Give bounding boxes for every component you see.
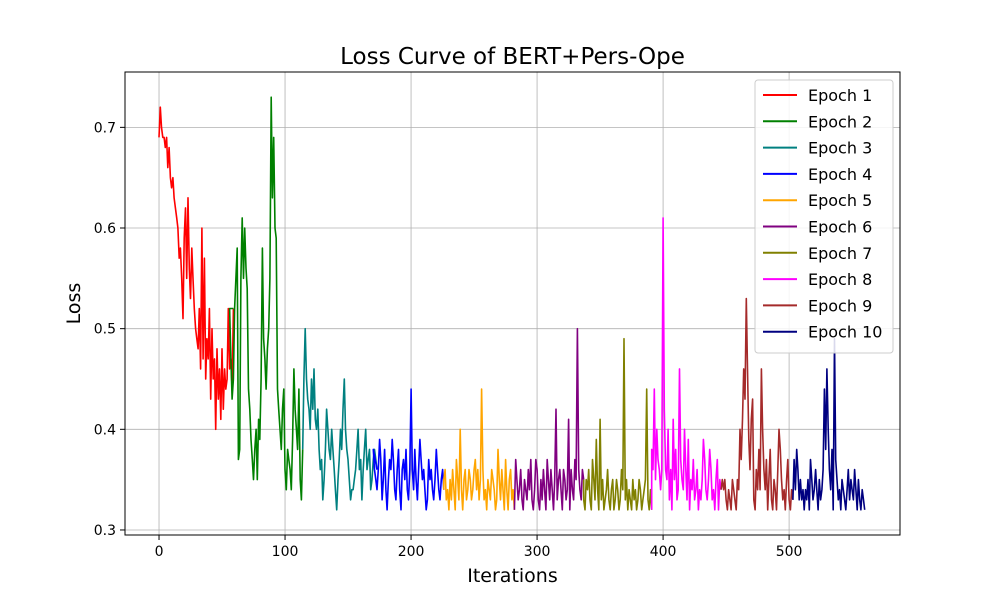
y-tick-label: 0.4	[94, 422, 116, 438]
series-line-epoch-9	[720, 297, 794, 511]
y-tick-label: 0.3	[94, 523, 116, 539]
series-line-epoch-8	[650, 217, 722, 511]
legend: Epoch 1 Epoch 2 Epoch 3 Epoch 4 Epoch 5 Epoch…	[754, 79, 894, 354]
x-tick-label: 300	[524, 544, 551, 560]
chart-title: Loss Curve of BERT+Pers-Ope	[340, 44, 685, 70]
y-tick-label: 0.5	[94, 322, 116, 338]
y-tick-label: 0.6	[94, 221, 116, 237]
x-axis-label: Iterations	[467, 565, 558, 587]
legend-label: Epoch 7	[808, 244, 872, 263]
legend-label: Epoch 6	[808, 218, 872, 237]
x-tick-label: 0	[155, 544, 164, 560]
series-line-epoch-3	[301, 327, 378, 511]
series-line-epoch-6	[513, 327, 585, 511]
legend-label: Epoch 3	[808, 139, 872, 158]
series-line-epoch-2	[228, 96, 304, 501]
series-line-epoch-4	[372, 388, 445, 511]
legend-label: Epoch 9	[808, 296, 872, 315]
series-line-epoch-10	[792, 337, 866, 511]
plot-area-frame	[124, 71, 901, 536]
series-line-epoch-7	[582, 337, 653, 511]
series-lines	[158, 96, 866, 511]
x-tick-label: 500	[776, 544, 803, 560]
legend-label: Epoch 10	[808, 323, 882, 342]
y-tick-label: 0.7	[94, 120, 116, 136]
series-line-epoch-5	[442, 388, 516, 511]
legend-label: Epoch 1	[808, 86, 872, 105]
series-line-epoch-1	[158, 106, 235, 431]
y-axis-label: Loss	[63, 283, 85, 325]
x-tick-label: 400	[650, 544, 677, 560]
legend-label: Epoch 2	[808, 112, 872, 131]
x-tick-label: 100	[272, 544, 299, 560]
x-tick-label: 200	[398, 544, 425, 560]
legend-label: Epoch 4	[808, 165, 872, 184]
legend-label: Epoch 5	[808, 191, 872, 210]
legend-label: Epoch 8	[808, 270, 872, 289]
axis-ticks: 0 100 200 300 400 500 0.3 0.4 0.5 0.6 0.7	[94, 120, 803, 560]
